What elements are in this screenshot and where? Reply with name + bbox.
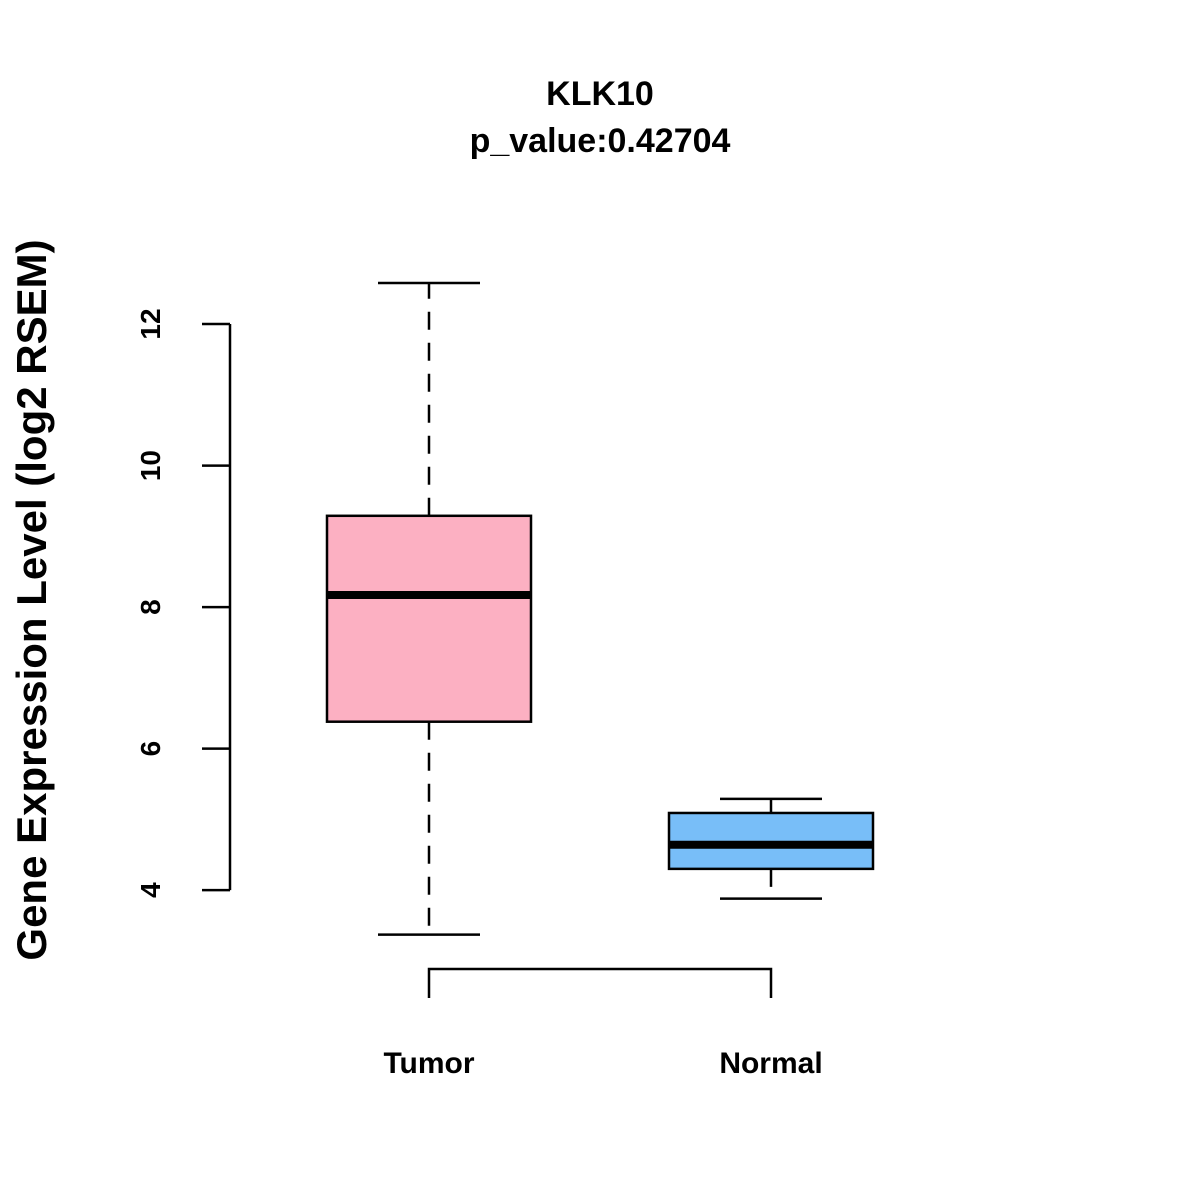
boxes-group — [325, 281, 875, 936]
y-tick-label: 4 — [135, 882, 166, 898]
box-normal — [667, 797, 875, 900]
box-tumor — [325, 281, 533, 936]
chart-subtitle: p_value:0.42704 — [470, 122, 731, 160]
iqr-box — [325, 514, 533, 723]
comparison-bracket — [427, 967, 773, 998]
bracket-line — [427, 967, 773, 998]
y-tick-label: 6 — [135, 741, 166, 757]
y-axis: 4 6 8 10 12 — [135, 308, 232, 898]
x-category-label: Tumor — [383, 1047, 474, 1080]
y-axis-label: Gene Expression Level (log2 RSEM) — [8, 239, 55, 960]
chart-title: KLK10 — [546, 75, 654, 113]
y-tick-label: 8 — [135, 599, 166, 615]
y-tick-label: 10 — [135, 450, 166, 481]
x-category-label: Normal — [719, 1047, 822, 1080]
x-axis-labels: Tumor Normal — [383, 1047, 822, 1080]
y-tick-label: 12 — [135, 308, 166, 339]
